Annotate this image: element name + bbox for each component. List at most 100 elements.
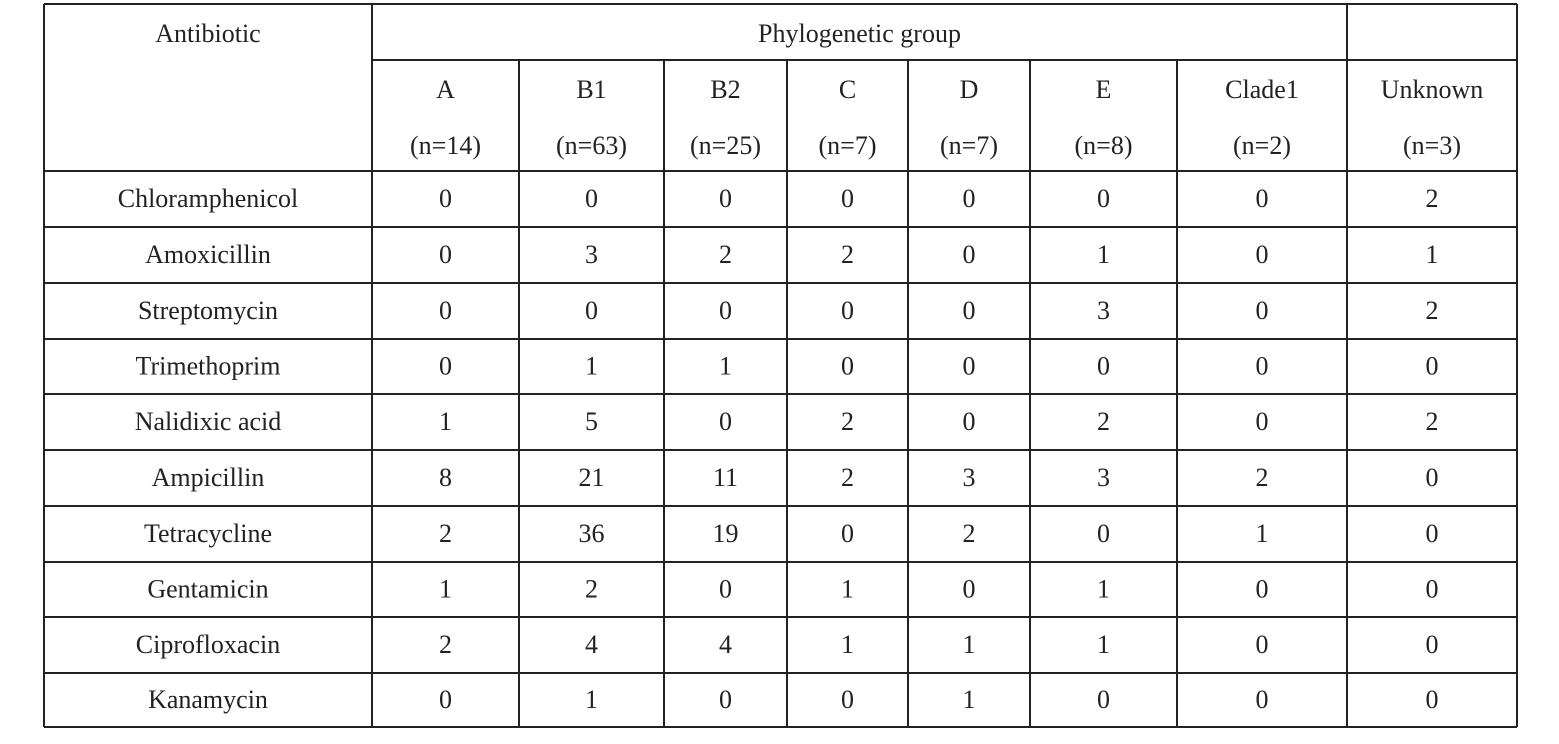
column-name: E [1096,75,1112,104]
cell: 0 [585,184,598,213]
cell: 3 [1097,296,1110,325]
cell: 2 [1097,407,1110,436]
cell: 1 [1097,574,1110,603]
cell: 2 [841,407,854,436]
cell: 0 [1097,351,1110,380]
cell: 0 [1256,685,1269,714]
column-name: B1 [576,75,606,104]
cell: 0 [719,407,732,436]
cell: 2 [1426,407,1439,436]
cell: 2 [1426,184,1439,213]
cell: 2 [1426,296,1439,325]
cell: 0 [1256,296,1269,325]
cell: 1 [1256,519,1269,548]
cell: 3 [1097,463,1110,492]
cell: 1 [439,574,452,603]
cell: 0 [1426,351,1439,380]
column-name: C [839,75,856,104]
cell: 1 [963,630,976,659]
cell: 0 [719,296,732,325]
cell: 2 [719,240,732,269]
cell: 0 [719,685,732,714]
cell: 1 [719,351,732,380]
column-n: (n=8) [1075,131,1133,160]
cell: 0 [1256,630,1269,659]
cell: 0 [841,296,854,325]
cell: 0 [1426,463,1439,492]
cell: 0 [1256,184,1269,213]
cell: 1 [963,685,976,714]
cell: 1 [585,351,598,380]
cell: 8 [439,463,452,492]
row-name: Ciprofloxacin [136,630,280,659]
cell: 2 [963,519,976,548]
header-cell: Phylogenetic group [758,19,961,48]
cell: 21 [579,463,605,492]
row-name: Kanamycin [148,685,268,714]
cell: 0 [585,296,598,325]
cell: 2 [1256,463,1269,492]
cell: 0 [1426,574,1439,603]
cell: 0 [1256,240,1269,269]
row-name: Trimethoprim [136,351,281,380]
cell: 3 [963,463,976,492]
cell: 1 [1426,240,1439,269]
column-n: (n=25) [690,131,761,160]
row-name: Tetracycline [144,519,272,548]
cell: 0 [1426,519,1439,548]
column-name: Clade1 [1225,75,1299,104]
cell: 0 [841,685,854,714]
cell: 5 [585,407,598,436]
cell: 0 [963,574,976,603]
cell: 36 [579,519,605,548]
cell: 2 [841,463,854,492]
column-n: (n=14) [410,131,481,160]
column-n: (n=3) [1403,131,1461,160]
cell: 0 [1256,407,1269,436]
column-n: (n=7) [940,131,998,160]
cell: 1 [841,630,854,659]
cell: 0 [719,574,732,603]
cell: 0 [1426,685,1439,714]
cell: 1 [585,685,598,714]
cell: 0 [841,184,854,213]
cell: 0 [1256,351,1269,380]
cell: 19 [713,519,739,548]
column-n: (n=63) [556,131,627,160]
column-name: Unknown [1381,75,1484,104]
cell: 0 [841,351,854,380]
header-cell: Antibiotic [155,19,260,48]
column-name: A [436,75,455,104]
cell: 3 [585,240,598,269]
cell: 4 [585,630,598,659]
cell: 0 [1097,519,1110,548]
cell: 1 [1097,240,1110,269]
cell: 0 [841,519,854,548]
column-n: (n=7) [819,131,877,160]
cell: 1 [1097,630,1110,659]
column-name: D [960,75,979,104]
cell: 2 [841,240,854,269]
row-name: Gentamicin [147,574,268,603]
cell: 0 [963,240,976,269]
row-name: Chloramphenicol [118,184,299,213]
cell: 2 [439,519,452,548]
row-name: Ampicillin [152,463,265,492]
cell: 0 [439,184,452,213]
column-name: B2 [710,75,740,104]
cell: 2 [585,574,598,603]
cell: 0 [439,296,452,325]
cell: 0 [963,296,976,325]
cell: 1 [439,407,452,436]
cell: 4 [719,630,732,659]
cell: 0 [963,407,976,436]
cell: 0 [1256,574,1269,603]
row-name: Streptomycin [138,296,278,325]
cell: 0 [439,685,452,714]
cell: 11 [713,463,738,492]
cell: 0 [439,351,452,380]
cell: 0 [1097,184,1110,213]
cell: 0 [719,184,732,213]
